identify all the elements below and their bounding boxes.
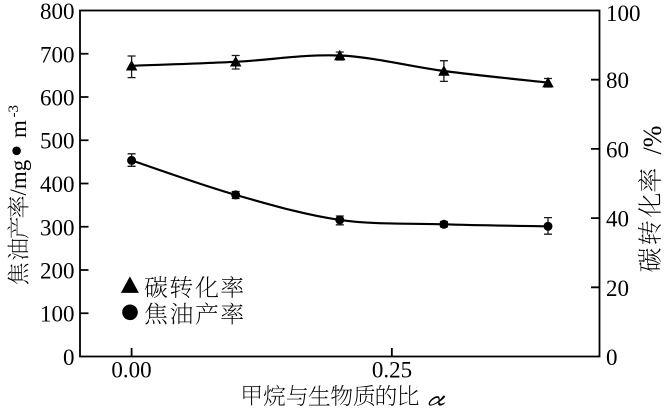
- svg-text:-3: -3: [6, 105, 22, 118]
- svg-text:0: 0: [606, 345, 618, 370]
- svg-text:700: 700: [40, 42, 75, 67]
- svg-text:0.25: 0.25: [372, 358, 412, 383]
- svg-text:/mg: /mg: [6, 159, 31, 195]
- svg-text:500: 500: [40, 129, 75, 154]
- svg-text:20: 20: [606, 276, 629, 301]
- svg-text:200: 200: [40, 259, 75, 284]
- svg-text:/%: /%: [638, 126, 667, 155]
- svg-text:100: 100: [606, 1, 641, 26]
- svg-text:0: 0: [63, 345, 75, 370]
- svg-text:80: 80: [606, 68, 629, 93]
- svg-text:60: 60: [606, 137, 629, 162]
- svg-text:0.00: 0.00: [111, 358, 151, 383]
- svg-text:100: 100: [40, 302, 75, 327]
- svg-text:600: 600: [40, 86, 75, 111]
- svg-text:400: 400: [40, 172, 75, 197]
- svg-text:m: m: [6, 120, 31, 138]
- svg-text:800: 800: [40, 0, 75, 24]
- svg-text:40: 40: [606, 207, 629, 232]
- svg-text:300: 300: [40, 215, 75, 240]
